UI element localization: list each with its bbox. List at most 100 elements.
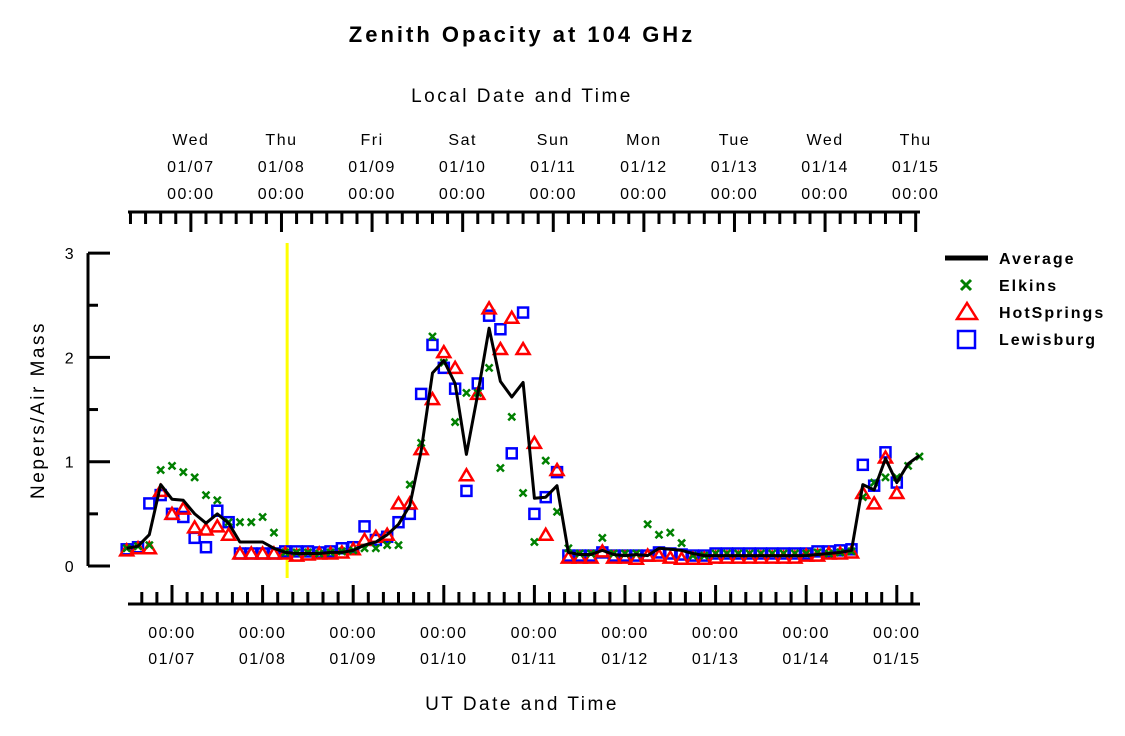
- x-mark: [496, 463, 505, 473]
- x-mark: [394, 540, 403, 550]
- x-mark: [212, 495, 222, 505]
- top-tick-day: Wed: [807, 132, 844, 149]
- x-mark: [881, 472, 890, 482]
- hotsprings-point: [491, 340, 510, 356]
- legend-x-swatch: [959, 278, 973, 292]
- top-tick-day: Mon: [626, 132, 662, 149]
- hotsprings-point: [537, 526, 555, 541]
- top-tick-date: 01/09: [348, 159, 396, 176]
- elkins-point: [201, 490, 211, 500]
- bottom-tick-time: 00:00: [692, 625, 740, 642]
- lewisburg-point: [199, 540, 213, 554]
- lewisburg-point: [811, 545, 824, 558]
- hotsprings-point: [650, 547, 668, 562]
- x-mark: [178, 467, 188, 477]
- lewisburg-point: [754, 547, 768, 560]
- lewisburg-point: [392, 515, 405, 529]
- bottom-tick-time: 00:00: [239, 625, 287, 642]
- x-mark: [382, 540, 392, 550]
- top-tick-day: Wed: [172, 132, 209, 149]
- y-tick-label: 1: [65, 455, 75, 472]
- lewisburg-point: [460, 484, 473, 498]
- x-mark: [597, 533, 607, 543]
- top-tick-time: 00:00: [258, 186, 306, 203]
- chart-title: Zenith Opacity at 104 GHz: [349, 22, 695, 47]
- x-mark: [530, 537, 539, 547]
- hotsprings-point: [446, 359, 464, 375]
- top-tick-date: 01/11: [530, 159, 576, 176]
- elkins-point: [156, 465, 166, 475]
- hotsprings-point: [865, 494, 883, 510]
- elkins-point: [144, 540, 154, 550]
- bottom-tick-time: 00:00: [601, 625, 649, 642]
- elkins-point: [541, 456, 551, 466]
- elkins-point: [190, 472, 200, 482]
- top-tick-date: 01/13: [711, 159, 759, 176]
- top-tick-day: Thu: [900, 132, 932, 149]
- lewisburg-point: [732, 547, 745, 560]
- bottom-tick-time: 00:00: [873, 625, 921, 642]
- hotsprings-point: [389, 494, 408, 510]
- elkins-point: [552, 507, 562, 517]
- top-tick-date: 01/10: [439, 159, 487, 176]
- bottom-tick-time: 00:00: [420, 625, 468, 642]
- x-mark: [190, 472, 200, 482]
- top-tick-time: 00:00: [348, 186, 396, 203]
- legend-item-hotsprings: HotSprings: [954, 300, 1103, 322]
- x-mark: [552, 507, 562, 517]
- hotsprings-point: [185, 518, 204, 534]
- axes: 0 1 2 3 Wed 01/07 00:00 Thu 01/08 00:00 Fri 01/09 00…: [65, 132, 940, 668]
- top-tick-time: 00:00: [892, 186, 940, 203]
- top-tick-date: 01/08: [258, 159, 306, 176]
- hotsprings-point: [163, 505, 181, 521]
- legend-square-swatch: [956, 329, 977, 350]
- plot-area: [118, 299, 924, 565]
- elkins-point: [382, 540, 392, 550]
- elkins-point: [258, 512, 267, 522]
- top-tick-day: Thu: [265, 132, 297, 149]
- hotsprings-point: [661, 549, 679, 564]
- hotsprings-point: [525, 434, 544, 450]
- elkins-point: [235, 517, 245, 527]
- elkins-point: [371, 543, 381, 553]
- bottom-tick-time: 00:00: [782, 625, 830, 642]
- lewisburg-point: [482, 309, 496, 322]
- average-line: [126, 326, 921, 558]
- elkins-point: [212, 495, 222, 505]
- lewisburg-point: [426, 338, 439, 352]
- lewisburg-point: [414, 387, 428, 401]
- bottom-tick-date: 01/11: [511, 651, 557, 668]
- lewisburg-point: [777, 547, 790, 560]
- bottom-tick-date: 01/12: [601, 651, 649, 668]
- x-mark: [156, 465, 166, 475]
- hotsprings-point: [208, 517, 226, 533]
- bottom-tick-date: 01/13: [692, 651, 740, 668]
- top-tick-date: 01/12: [620, 159, 668, 176]
- x-mark: [507, 412, 517, 422]
- lewisburg-point: [765, 547, 779, 560]
- bottom-tick-date: 01/10: [420, 651, 468, 668]
- top-tick-day: Tue: [719, 132, 750, 149]
- x-mark: [371, 543, 381, 553]
- x-mark: [518, 488, 528, 498]
- top-tick-time: 00:00: [711, 186, 759, 203]
- x-mark: [258, 512, 267, 522]
- legend: Average Elkins HotSprings Lewisburg: [945, 251, 1103, 350]
- bottom-tick-time: 00:00: [148, 625, 196, 642]
- top-tick-date: 01/07: [167, 159, 215, 176]
- x-mark: [269, 528, 279, 538]
- x-mark: [246, 517, 256, 527]
- top-tick-time: 00:00: [620, 186, 668, 203]
- elkins-point: [654, 530, 664, 540]
- elkins-point: [178, 467, 188, 477]
- y-tick-label: 3: [65, 246, 75, 263]
- lewisburg-point: [143, 497, 156, 510]
- x-mark: [541, 456, 551, 466]
- bottom-axis-title: UT Date and Time: [425, 694, 619, 715]
- lewisburg-point: [743, 547, 756, 560]
- x-mark: [643, 519, 653, 529]
- legend-label: Average: [999, 251, 1076, 268]
- bottom-tick-date: 01/07: [148, 651, 196, 668]
- lewisburg-point: [505, 447, 518, 460]
- bottom-tick-date: 01/15: [873, 651, 921, 668]
